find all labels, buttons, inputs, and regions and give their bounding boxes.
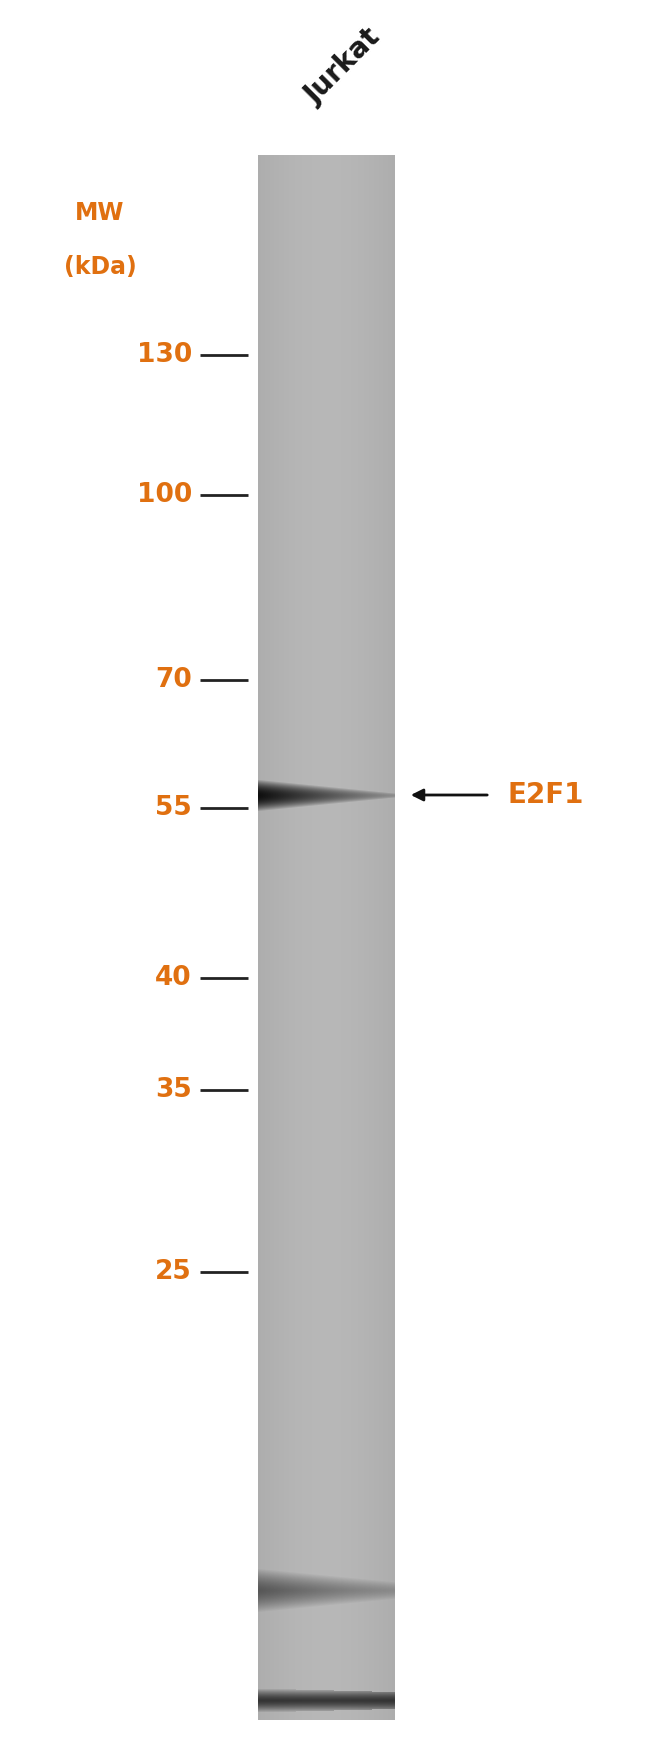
Text: 25: 25 xyxy=(155,1258,192,1285)
Text: 70: 70 xyxy=(155,667,192,693)
Text: E2F1: E2F1 xyxy=(508,781,584,810)
Text: MW: MW xyxy=(75,201,125,225)
Text: 35: 35 xyxy=(155,1077,192,1104)
Text: 55: 55 xyxy=(155,796,192,820)
Text: 130: 130 xyxy=(136,341,192,368)
Bar xyxy=(258,155,395,1720)
Text: Jurkat: Jurkat xyxy=(300,23,387,109)
Text: (kDa): (kDa) xyxy=(64,255,136,280)
Text: 40: 40 xyxy=(155,964,192,991)
Text: 100: 100 xyxy=(136,482,192,509)
